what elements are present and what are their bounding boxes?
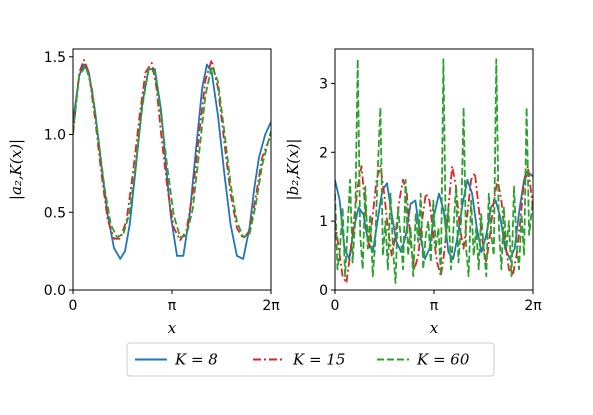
y-tick-label: 1.0 [44,128,66,144]
x-axis-label: x [168,319,177,337]
y-tick-label: 0.0 [44,283,66,299]
left-panel: 0 π 2π 0.0 0.5 1.0 1.5 x |a₂,K(x)| [7,48,280,337]
series-line-k8 [73,63,271,260]
x-tick-label: 0 [331,298,340,314]
x-tick-label: π [430,298,439,314]
y-tick-label: 1.5 [44,50,66,66]
series-line-k60 [73,65,271,239]
legend-box [126,342,495,377]
legend-label: K = 15 [292,351,345,369]
x-tick-label: 2π [262,298,280,314]
y-tick-label: 0 [319,283,328,299]
y-tick-label: 0.5 [44,205,66,221]
axes-frame [334,48,534,291]
x-axis-label: x [430,319,439,337]
y-tick-label: 3 [319,76,328,92]
y-axis-label: |a₂,K(x)| [7,139,25,200]
legend-label: K = 60 [416,351,470,369]
x-tick-label: 2π [524,298,542,314]
y-tick-label: 1 [319,214,328,230]
legend: K = 8 K = 15 K = 60 [126,342,495,377]
series-line-k15 [73,59,271,242]
legend-label: K = 8 [174,351,218,369]
x-tick-label: π [168,298,177,314]
y-axis-label: |b₂,K(x)| [284,139,302,201]
y-tick-label: 2 [319,145,328,161]
series-line-k60 [335,58,533,285]
right-panel: 0 π 2π 0 1 2 3 x |b₂,K(x)| [284,48,542,337]
x-tick-label: 0 [69,298,78,314]
